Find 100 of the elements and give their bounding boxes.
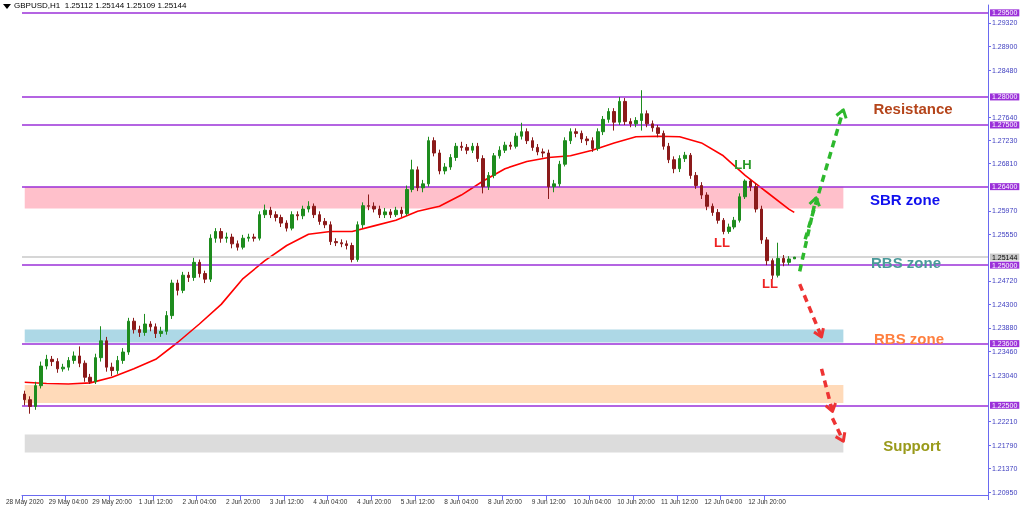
candlestick [552, 179, 556, 193]
candlestick [296, 210, 299, 221]
candlestick [225, 232, 228, 244]
candlestick [105, 336, 108, 373]
candlestick [421, 179, 425, 193]
candlestick [50, 355, 54, 367]
candlestick [651, 119, 654, 133]
candlestick [716, 208, 720, 225]
candlestick [170, 279, 174, 320]
candlestick [569, 127, 572, 145]
candlestick [793, 256, 796, 260]
candlestick [323, 217, 327, 229]
candlestick [61, 363, 65, 373]
candlestick [683, 151, 687, 163]
candlestick [159, 326, 163, 338]
candlestick [738, 192, 741, 224]
candlestick [503, 141, 507, 154]
candlestick [700, 181, 703, 200]
candlestick [694, 171, 698, 190]
candlestick [121, 347, 125, 365]
candlestick [607, 107, 610, 124]
candlestick [536, 143, 539, 156]
candlestick [34, 381, 37, 411]
candlestick [498, 145, 501, 160]
candlestick [127, 317, 130, 356]
candlestick [787, 255, 791, 266]
candlestick [400, 206, 403, 218]
candlestick [356, 220, 359, 263]
candlestick [531, 136, 534, 152]
candlestick [580, 130, 583, 144]
annotation: Resistance [873, 99, 953, 117]
annotation: LL [714, 234, 730, 250]
candlestick [198, 259, 201, 278]
candlestick [214, 227, 217, 244]
candlestick [394, 206, 398, 218]
annotation: RBS zone [873, 329, 945, 347]
candlestick [329, 220, 332, 246]
candlestick [154, 322, 157, 339]
candlestick [722, 217, 725, 235]
annotation: Support [883, 436, 941, 454]
annotation: LL [762, 275, 778, 291]
candlestick [711, 202, 714, 217]
candlestick [678, 154, 681, 173]
candlestick [340, 238, 343, 248]
candlestick [241, 234, 245, 250]
candlestick [285, 219, 288, 232]
candlestick [143, 313, 147, 337]
candlestick [481, 154, 485, 194]
candlestick [247, 233, 250, 243]
candlestick [427, 136, 430, 188]
candlestick [520, 122, 523, 141]
candlestick [138, 325, 141, 338]
candlestick [514, 132, 518, 150]
candlestick [290, 210, 294, 231]
candlestick [263, 204, 267, 219]
candlestick [258, 210, 261, 241]
candlestick [116, 355, 119, 375]
candlestick [476, 142, 479, 163]
annotation: LH [734, 156, 752, 172]
candlestick [460, 141, 463, 152]
candlestick [765, 236, 769, 266]
candlestick [383, 207, 387, 219]
candlestick [132, 317, 136, 335]
candlestick [192, 257, 196, 282]
candlestick [301, 205, 305, 220]
candlestick [432, 136, 436, 157]
candlestick [438, 149, 441, 175]
candlestick [449, 153, 452, 171]
candlestick [345, 239, 348, 250]
candlestick [350, 242, 354, 263]
candlestick [656, 124, 660, 138]
candlestick [176, 279, 179, 296]
candlestick [23, 390, 26, 406]
candlestick [689, 152, 692, 180]
candlestick [743, 178, 747, 200]
candlestick [629, 117, 632, 128]
candlestick [230, 233, 234, 249]
candlestick [662, 130, 665, 151]
candlestick [667, 142, 670, 164]
candlestick [760, 205, 763, 245]
candlestick [771, 257, 774, 280]
candlestick [509, 141, 512, 151]
candlestick [782, 254, 785, 267]
candlestick [623, 97, 627, 126]
candlestick [209, 233, 212, 283]
candlestick [591, 136, 594, 153]
candlestick [492, 152, 496, 179]
candlestick [541, 148, 545, 158]
candlestick [187, 271, 190, 283]
candlestick [219, 227, 223, 244]
candlestick [67, 356, 70, 372]
candlestick [558, 160, 561, 188]
candlestick [39, 361, 43, 389]
candlestick [563, 136, 567, 167]
candlestick [454, 142, 458, 162]
candlestick [547, 149, 550, 200]
candlestick [487, 171, 490, 191]
candlestick [252, 233, 256, 243]
annotation: SBR zone [869, 190, 941, 208]
candlestick [585, 135, 589, 146]
